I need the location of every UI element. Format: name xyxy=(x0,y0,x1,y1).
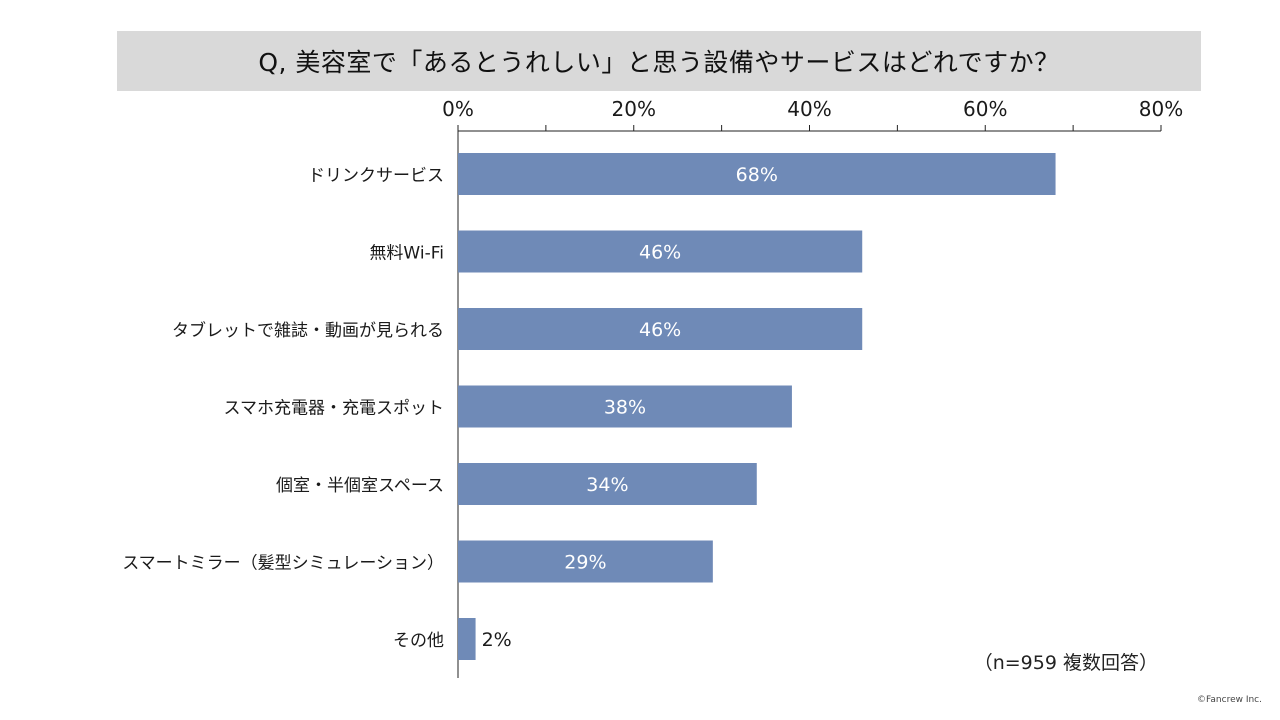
bar xyxy=(458,540,713,583)
data-label: 68% xyxy=(736,164,778,186)
data-label: 29% xyxy=(564,552,606,574)
x-tick-label: 60% xyxy=(963,97,1007,121)
data-label: 2% xyxy=(482,629,512,651)
category-label: ドリンクサービス xyxy=(308,166,444,186)
bar xyxy=(458,385,792,428)
bar xyxy=(458,463,757,505)
data-label: 46% xyxy=(639,319,681,341)
data-label: 34% xyxy=(586,474,628,496)
bar xyxy=(458,153,1056,195)
data-label: 46% xyxy=(639,242,681,264)
category-label: タブレットで雑誌・動画が見られる xyxy=(172,320,444,341)
data-label: 38% xyxy=(604,397,646,419)
chart-title: Q, 美容室で「あるとうれしい」と思う設備やサービスはどれですか？ xyxy=(258,48,1060,77)
bar xyxy=(458,308,863,350)
bar xyxy=(458,618,476,660)
x-tick-label: 0% xyxy=(442,97,474,121)
sample-size-note: （n=959 複数回答） xyxy=(973,652,1158,674)
x-tick-label: 40% xyxy=(787,97,831,121)
bar xyxy=(458,230,863,273)
category-label: スマホ充電器・充電スポット xyxy=(224,399,445,419)
title-bar: Q, 美容室で「あるとうれしい」と思う設備やサービスはどれですか？ xyxy=(117,31,1201,91)
category-label: その他 xyxy=(393,631,444,651)
x-tick-label: 80% xyxy=(1139,97,1183,121)
category-label: 無料Wi-Fi xyxy=(369,244,444,264)
copyright-notice: ©Fancrew Inc. xyxy=(1197,695,1262,705)
category-label: スマートミラー（髪型シミュレーション） xyxy=(122,554,444,574)
category-label: 個室・半個室スペース xyxy=(276,476,444,496)
x-tick-label: 20% xyxy=(612,97,656,121)
